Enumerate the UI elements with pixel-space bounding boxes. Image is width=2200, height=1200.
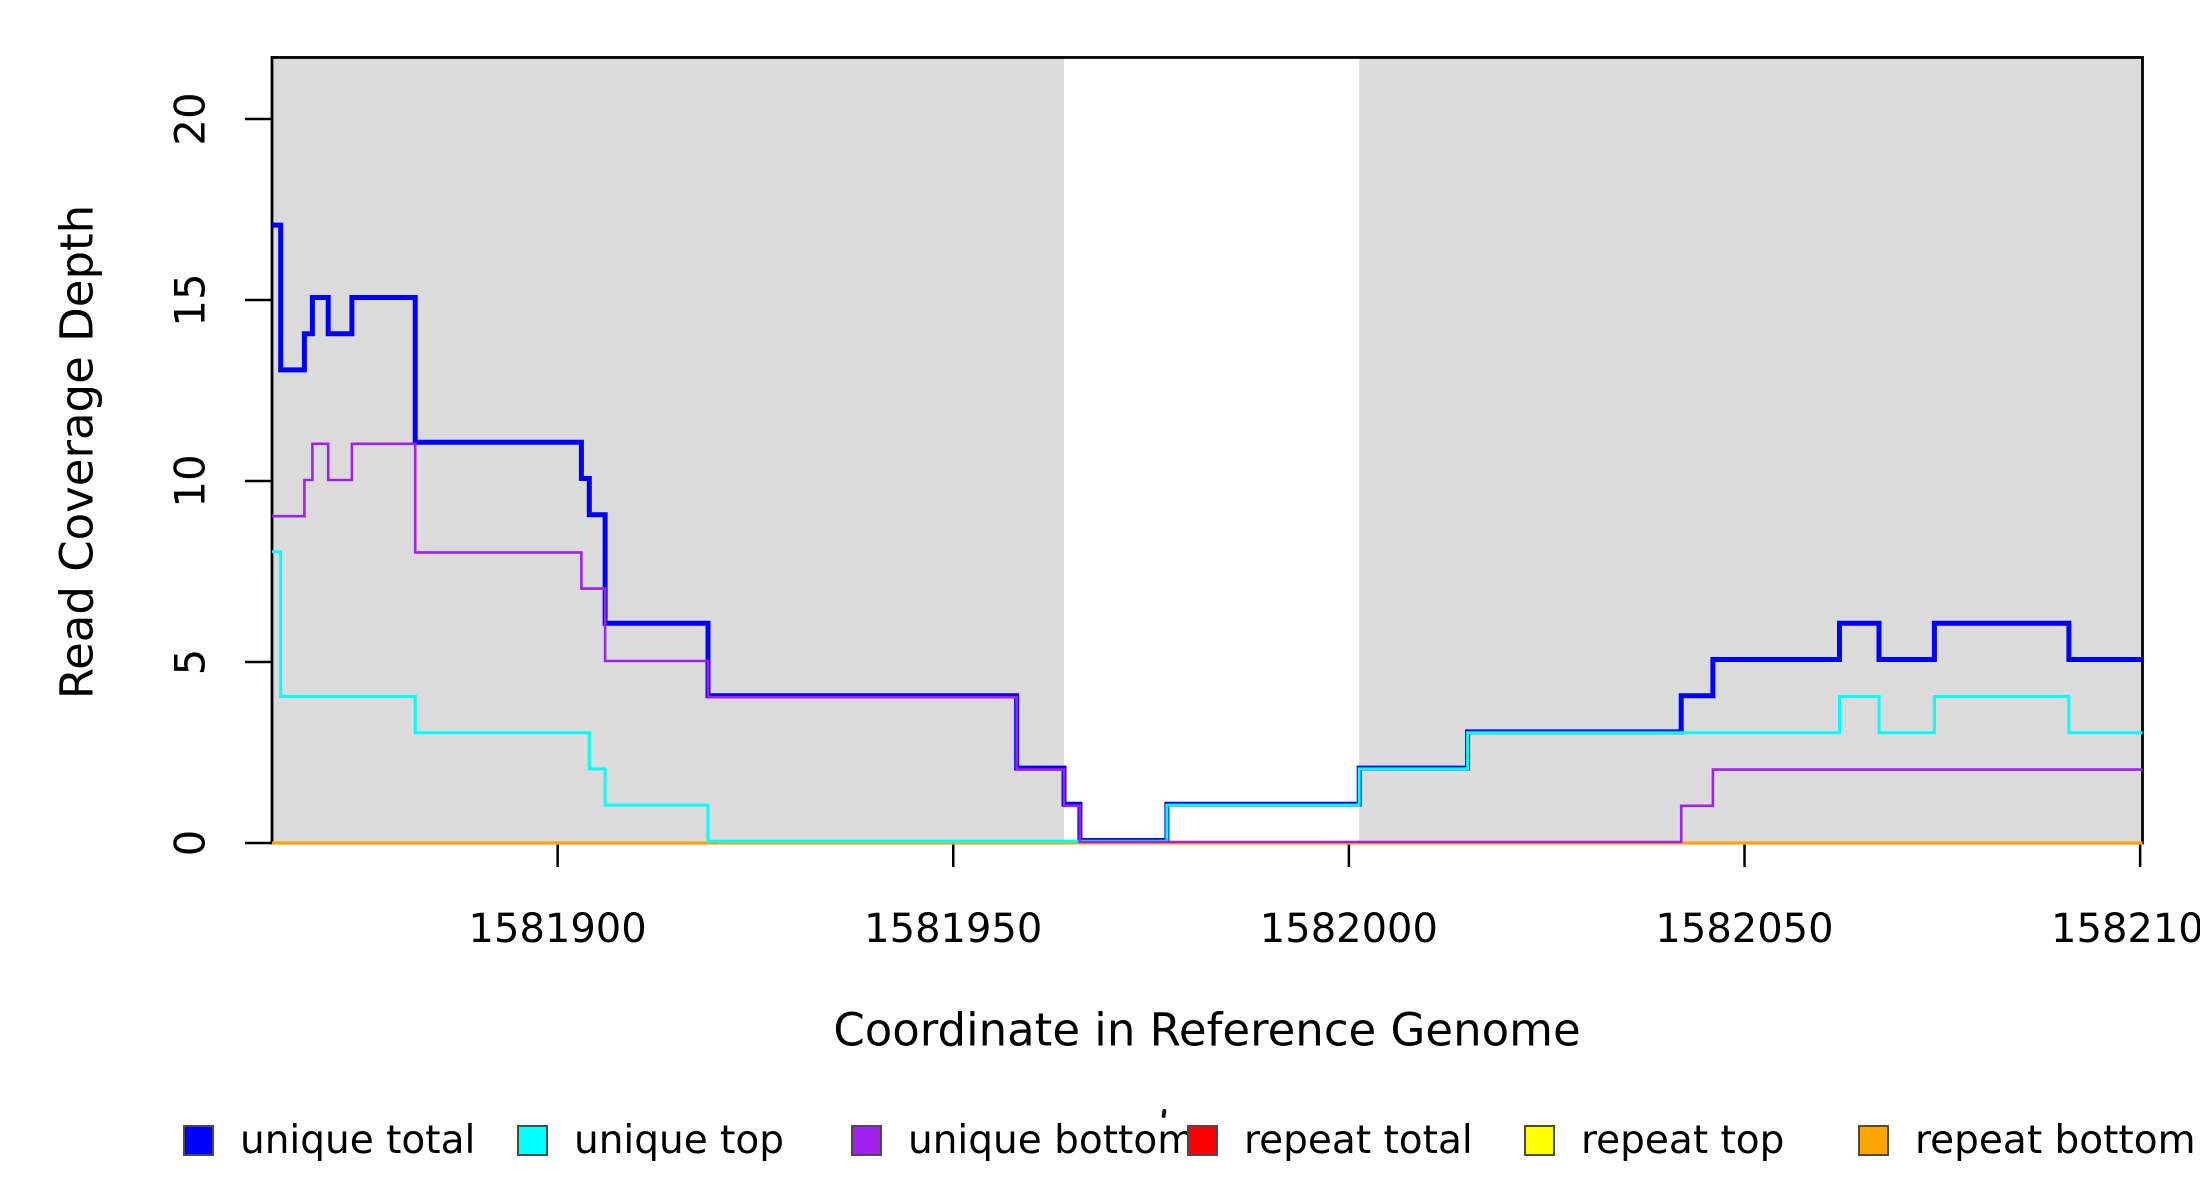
legend-label: unique top xyxy=(574,1118,785,1163)
legend-swatch xyxy=(517,1125,548,1156)
y-tick-label: 15 xyxy=(166,273,215,326)
x-tick-label: 1582000 xyxy=(1260,906,1438,952)
legend-label: repeat bottom xyxy=(1915,1118,2196,1163)
y-tick-label: 5 xyxy=(166,649,215,676)
legend-item-unique-total: unique total xyxy=(183,1118,475,1163)
legend-item-repeat-bottom: repeat bottom xyxy=(1858,1118,2196,1163)
series-unique-total xyxy=(272,222,2143,843)
panel-band xyxy=(1359,57,2143,843)
x-tick-label: 1581950 xyxy=(864,906,1042,952)
legend-swatch xyxy=(1187,1125,1218,1156)
legend-item-unique-top: unique top xyxy=(517,1118,784,1163)
y-tick-label: 0 xyxy=(166,830,215,857)
y-tick-label: 10 xyxy=(166,454,215,507)
legend-item-unique-bottom: unique bottom xyxy=(851,1118,1195,1163)
legend-swatch xyxy=(1524,1125,1555,1156)
x-tick-label: 1582050 xyxy=(1655,906,1833,952)
legend-item-repeat-top: repeat top xyxy=(1524,1118,1784,1163)
series-unique-top xyxy=(272,550,2143,843)
legend-swatch xyxy=(851,1125,882,1156)
legend-swatch xyxy=(183,1125,214,1156)
series-unique-bottom xyxy=(272,442,2143,844)
x-axis-title: Coordinate in Reference Genome xyxy=(833,1003,1581,1057)
y-tick-label: 20 xyxy=(166,92,215,145)
legend-swatch xyxy=(1858,1125,1889,1156)
legend-label: repeat top xyxy=(1581,1118,1785,1163)
legend-label: unique bottom xyxy=(908,1118,1196,1163)
y-axis-title: Read Coverage Depth xyxy=(50,204,104,700)
panel-band xyxy=(272,57,1065,843)
legend-item-repeat-total: repeat total xyxy=(1187,1118,1473,1163)
x-tick-label: 1581900 xyxy=(469,906,647,952)
legend-label: repeat total xyxy=(1244,1118,1473,1163)
legend-label: unique total xyxy=(240,1118,476,1163)
